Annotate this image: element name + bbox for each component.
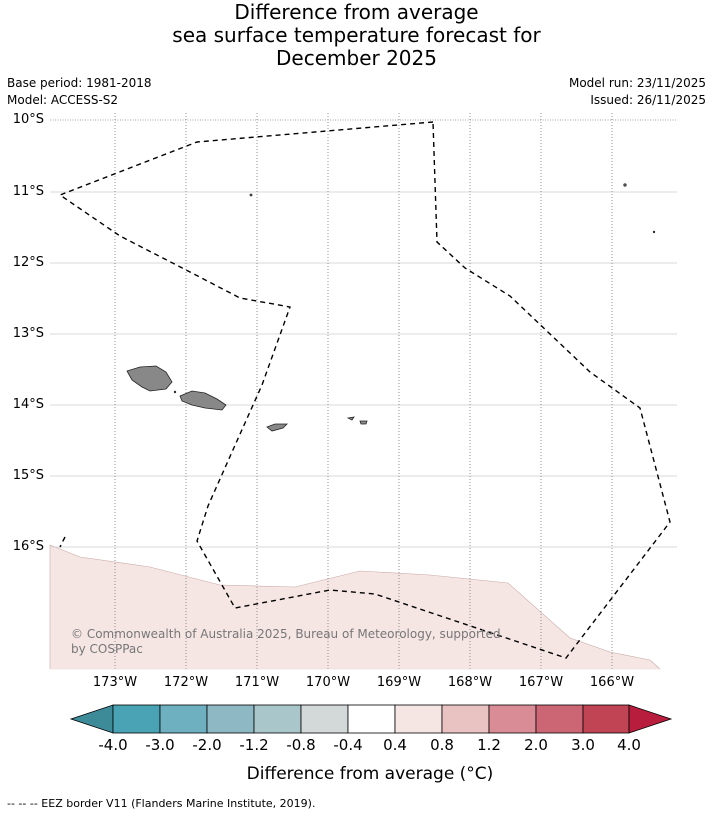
colorbar-title: Difference from average (°C) [0, 764, 713, 784]
lat-label-12s: 12°S [4, 255, 44, 270]
lon-label-173w: 173°W [85, 675, 145, 690]
colorbar-tick: 1.2 [464, 736, 514, 754]
latitude-gridlines [50, 120, 677, 547]
colorbar-bin-8 [442, 705, 489, 733]
eez-fragment [60, 537, 65, 547]
colorbar-bin-4 [254, 705, 301, 733]
colorbar-tick: -0.4 [323, 736, 373, 754]
lon-label-169w: 169°W [369, 675, 429, 690]
lat-label-14s: 14°S [4, 397, 44, 412]
lon-label-171w: 171°W [227, 675, 287, 690]
tau-island [360, 421, 367, 424]
lat-label-10s: 10°S [4, 112, 44, 127]
islet-3 [653, 231, 655, 233]
eez-legend-note: -- -- -- EEZ border V11 (Flanders Marine… [7, 797, 315, 810]
colorbar-bin-7 [395, 705, 442, 733]
map-canvas [0, 0, 713, 816]
lat-label-15s: 15°S [4, 468, 44, 483]
colorbar-extend-low [71, 705, 113, 733]
colorbar-extend-high [629, 705, 671, 733]
lat-label-11s: 11°S [4, 184, 44, 199]
islet-1 [250, 194, 252, 196]
colorbar-bin-9 [489, 705, 536, 733]
colorbar-bin-2 [160, 705, 207, 733]
savaii-island [127, 366, 172, 391]
lon-label-166w: 166°W [582, 675, 642, 690]
colorbar-tick: -4.0 [88, 736, 138, 754]
colorbar-bin-5 [301, 705, 348, 733]
copyright-notice: © Commonwealth of Australia 2025, Bureau… [71, 627, 511, 657]
colorbar [71, 705, 671, 733]
lat-label-16s: 16°S [4, 539, 44, 554]
colorbar-tick: -1.2 [229, 736, 279, 754]
colorbar-tick: -0.8 [276, 736, 326, 754]
colorbar-bin-11 [583, 705, 629, 733]
islet-4 [174, 391, 176, 393]
upolu-island [180, 391, 226, 410]
colorbar-bin-10 [536, 705, 583, 733]
colorbar-bin-3 [207, 705, 254, 733]
colorbar-tick: 4.0 [604, 736, 654, 754]
colorbar-tick: -3.0 [135, 736, 185, 754]
colorbar-tick: 0.8 [417, 736, 467, 754]
colorbar-tick: 3.0 [558, 736, 608, 754]
colorbar-bin-1 [113, 705, 160, 733]
land-masses [127, 184, 655, 431]
islet-2 [624, 184, 626, 186]
colorbar-tick: -2.0 [182, 736, 232, 754]
tutuila-island [267, 424, 287, 431]
lat-label-13s: 13°S [4, 326, 44, 341]
lon-label-167w: 167°W [511, 675, 571, 690]
colorbar-bin-6 [348, 705, 395, 733]
lon-label-170w: 170°W [298, 675, 358, 690]
ofu-island [348, 417, 354, 420]
lon-label-172w: 172°W [156, 675, 216, 690]
colorbar-tick: 0.4 [370, 736, 420, 754]
lon-label-168w: 168°W [440, 675, 500, 690]
colorbar-tick: 2.0 [511, 736, 561, 754]
